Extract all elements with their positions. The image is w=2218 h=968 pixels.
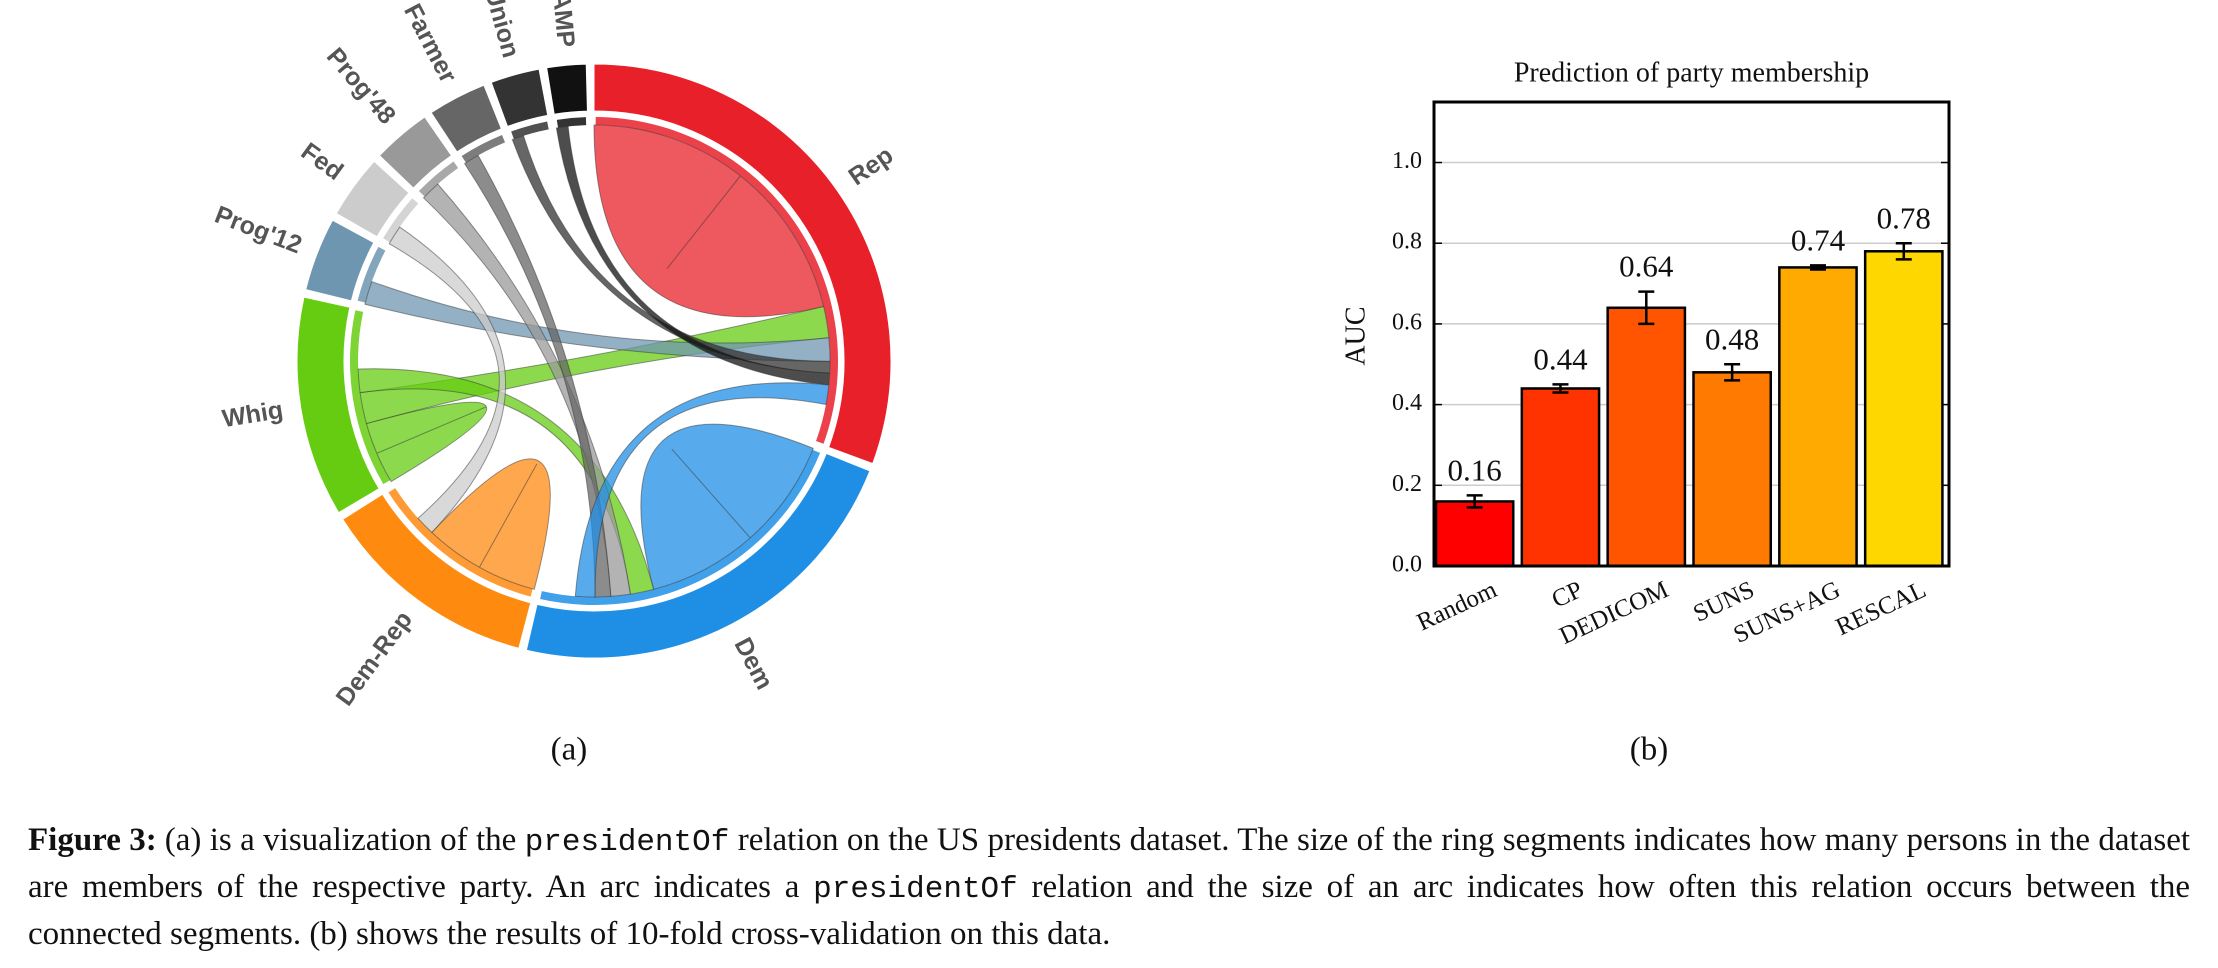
figure: (a) (b) Rep Dem Dem-Rep Whig Prog'12 Fed Prog'… bbox=[211, 0, 1951, 768]
ring-segment bbox=[490, 68, 549, 128]
inner-band bbox=[556, 117, 587, 128]
value-label: 0.74 bbox=[1791, 223, 1846, 258]
value-label: 0.44 bbox=[1533, 342, 1588, 377]
segment-label: Rep bbox=[844, 141, 899, 191]
bar bbox=[1606, 306, 1687, 568]
caption-text: relation on the US presidents dataset. T… bbox=[28, 822, 2191, 905]
inner-band bbox=[383, 198, 419, 243]
bar bbox=[1434, 500, 1515, 568]
chord bbox=[511, 135, 831, 374]
segment-label: Whig bbox=[220, 396, 285, 433]
ring-segment bbox=[378, 116, 453, 189]
y-axis-label: AUC bbox=[1340, 306, 1371, 365]
value-label: 0.64 bbox=[1619, 249, 1674, 284]
segment-label: Fed bbox=[296, 137, 348, 186]
chord bbox=[555, 125, 831, 386]
bar bbox=[1520, 387, 1601, 568]
x-tick-label: Random bbox=[1413, 576, 1502, 637]
chord bbox=[640, 423, 814, 590]
inner-band bbox=[350, 310, 391, 485]
segment-label: Dem bbox=[729, 633, 779, 694]
y-tick-label: 0.0 bbox=[1392, 552, 1422, 578]
caption-text: relation and the size of an arc indicate… bbox=[28, 869, 2191, 952]
y-tick-label: 0.8 bbox=[1392, 229, 1422, 255]
ring-segment bbox=[593, 63, 892, 465]
x-tick-label: CP bbox=[1548, 576, 1587, 613]
y-tick-label: 0.6 bbox=[1392, 309, 1422, 335]
chord bbox=[593, 124, 825, 318]
ring-segment bbox=[525, 452, 871, 659]
caption-label: Figure 3: bbox=[28, 822, 157, 858]
chord bbox=[431, 458, 551, 590]
caption-code: presidentOf bbox=[813, 872, 1018, 907]
x-tick-label: RESCAL bbox=[1832, 576, 1930, 641]
inner-band bbox=[461, 135, 506, 163]
caption: Figure 3: (a) is a visualization of the p… bbox=[28, 818, 2190, 957]
caption-text: (a) is a visualization of the bbox=[164, 822, 525, 858]
ring-segment bbox=[546, 63, 588, 115]
segment-label: Prog'48 bbox=[321, 43, 401, 130]
bar bbox=[1863, 250, 1944, 568]
value-label: 0.16 bbox=[1448, 453, 1502, 488]
chord bbox=[574, 382, 830, 598]
inner-band bbox=[511, 121, 549, 140]
inner-band bbox=[388, 488, 533, 597]
ring-segment bbox=[430, 84, 503, 153]
chart-title: Prediction of party membership bbox=[1514, 57, 1869, 88]
ring-segment bbox=[305, 219, 375, 302]
inner-band bbox=[540, 449, 821, 606]
segment-label: AMP bbox=[547, 0, 580, 49]
segment-label: Union bbox=[479, 0, 525, 61]
chord bbox=[388, 226, 506, 534]
segment-label: Dem-Rep bbox=[331, 606, 418, 711]
plot-frame bbox=[1432, 100, 1951, 568]
chord bbox=[422, 183, 631, 597]
ring-segment bbox=[342, 493, 532, 649]
bar bbox=[1692, 371, 1772, 568]
inner-band bbox=[418, 161, 459, 197]
ring-segment bbox=[296, 296, 380, 514]
chord bbox=[365, 401, 488, 483]
value-label: 0.78 bbox=[1877, 200, 1931, 235]
subcaption: (b) bbox=[1630, 732, 1668, 768]
y-tick-label: 0.4 bbox=[1392, 390, 1422, 416]
caption-code: presidentOf bbox=[524, 825, 730, 860]
segment-label: Prog'12 bbox=[211, 201, 306, 260]
ring-segment bbox=[335, 160, 410, 238]
inner-band bbox=[357, 246, 386, 303]
segment-label: Farmer bbox=[398, 0, 462, 88]
value-label: 0.48 bbox=[1705, 321, 1759, 356]
subcaption: (a) bbox=[551, 732, 588, 768]
y-tick-label: 0.2 bbox=[1392, 471, 1422, 497]
y-tick-label: 1.0 bbox=[1392, 148, 1422, 174]
bar bbox=[1778, 266, 1858, 568]
